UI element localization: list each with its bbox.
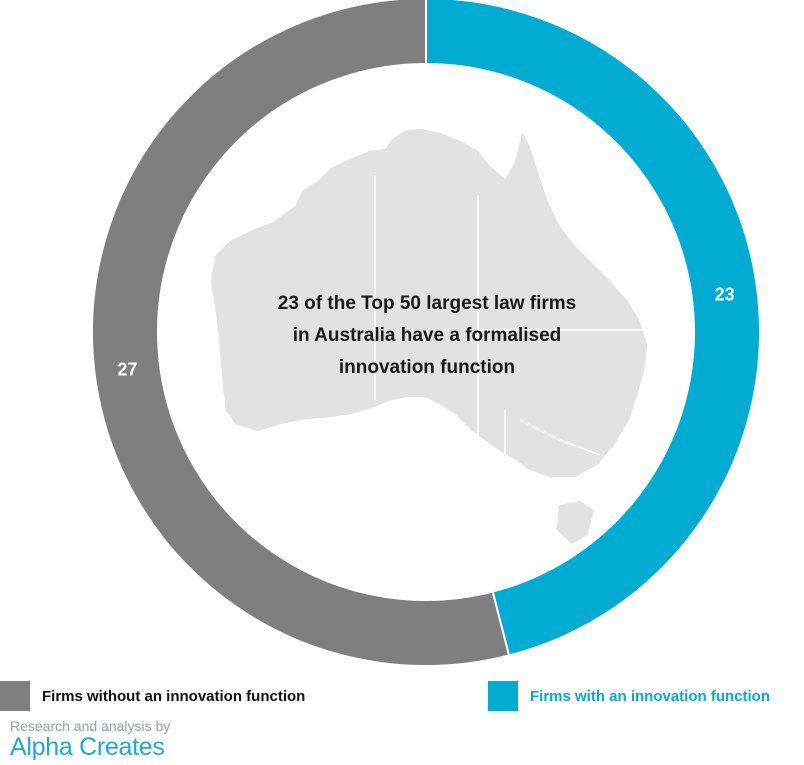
center-annotation-line-3: innovation function bbox=[338, 357, 516, 378]
brand-logo-text: Alpha Creates bbox=[10, 733, 165, 761]
credit-block: Research and analysis by Alpha Creates bbox=[10, 718, 170, 762]
australia-map-icon bbox=[209, 127, 650, 546]
legend-swatch-blue bbox=[488, 681, 518, 711]
donut-slices bbox=[91, 0, 761, 667]
legend-item-without-innovation: Firms without an innovation function bbox=[0, 681, 305, 711]
legend-label-with-innovation: Firms with an innovation function bbox=[530, 687, 770, 705]
donut-slice-1 bbox=[91, 0, 511, 667]
legend-item-with-innovation: Firms with an innovation function bbox=[488, 681, 770, 711]
legend-swatch-gray bbox=[0, 681, 30, 711]
slice-labels: 23 27 bbox=[117, 284, 734, 379]
legend-label-without-innovation: Firms without an innovation function bbox=[42, 687, 306, 705]
donut-slice-0 bbox=[425, 0, 761, 657]
center-annotation: 23 of the Top 50 largest law firms in Au… bbox=[232, 288, 622, 384]
credit-line: Research and analysis by bbox=[10, 718, 171, 734]
center-annotation-line-2: in Australia have a formalised bbox=[292, 325, 562, 346]
slice-value-label-1: 27 bbox=[117, 360, 137, 380]
donut-chart: 23 27 bbox=[91, 0, 761, 667]
slice-value-label-0: 23 bbox=[715, 284, 735, 304]
center-annotation-line-1: 23 of the Top 50 largest law firms bbox=[277, 293, 577, 314]
